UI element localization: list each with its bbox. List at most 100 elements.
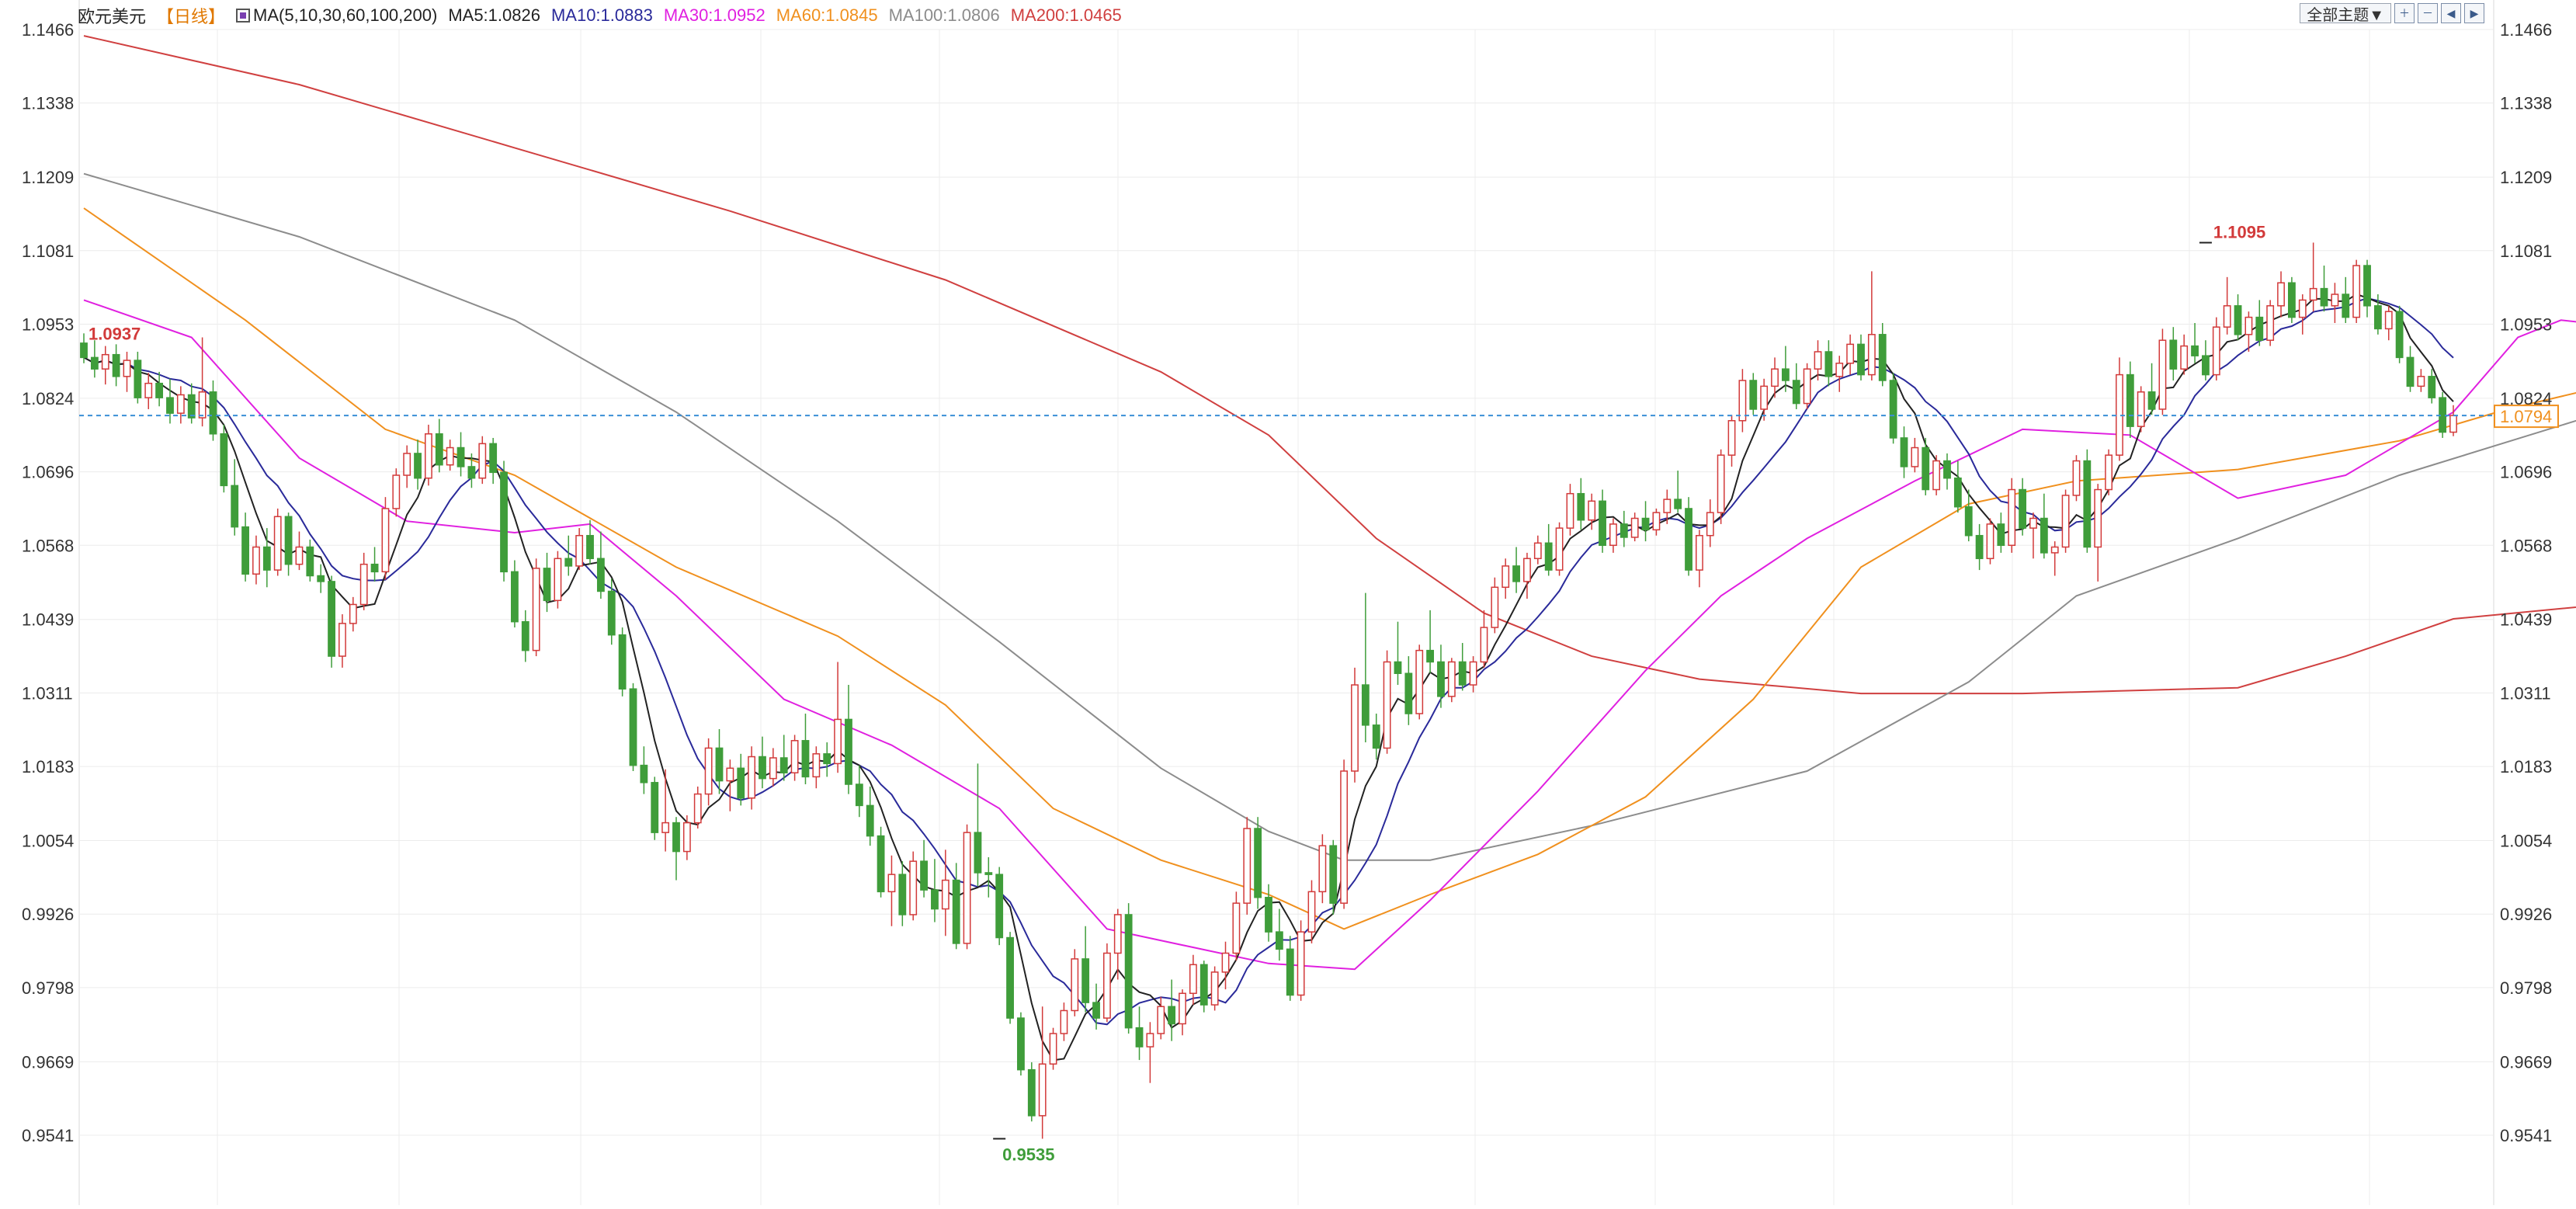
candle[interactable] (1135, 1006, 1144, 1061)
candle[interactable] (166, 378, 174, 424)
ma-settings-icon[interactable] (236, 9, 251, 23)
candle[interactable] (187, 383, 196, 424)
candle[interactable] (1685, 497, 1692, 576)
candle[interactable] (2202, 340, 2210, 380)
candle[interactable] (629, 683, 637, 772)
candle[interactable] (90, 340, 99, 378)
candle[interactable] (284, 512, 293, 576)
candle[interactable] (1415, 644, 1424, 720)
candle[interactable] (1900, 426, 1908, 478)
candle[interactable] (704, 738, 713, 806)
candle[interactable] (596, 531, 605, 599)
candle[interactable] (2212, 317, 2220, 380)
candle[interactable] (489, 437, 498, 485)
candle[interactable] (1706, 499, 1714, 547)
candle[interactable] (2029, 512, 2037, 559)
candle[interactable] (672, 817, 680, 881)
candle[interactable] (575, 528, 584, 571)
candle[interactable] (1286, 936, 1294, 1001)
candle[interactable] (134, 351, 142, 404)
candle[interactable] (1588, 493, 1596, 530)
candle[interactable] (123, 351, 131, 392)
candle[interactable] (80, 333, 88, 363)
candle[interactable] (715, 729, 724, 794)
candle[interactable] (1857, 334, 1865, 380)
candle[interactable] (1695, 530, 1703, 588)
candle[interactable] (1297, 920, 1305, 1001)
candle[interactable] (359, 552, 368, 610)
candle[interactable] (144, 373, 153, 409)
candle[interactable] (1307, 880, 1316, 943)
candle[interactable] (532, 558, 540, 657)
candle[interactable] (1738, 369, 1747, 433)
candle[interactable] (1168, 979, 1176, 1041)
candle[interactable] (1867, 271, 1876, 380)
candle[interactable] (155, 371, 164, 407)
candle[interactable] (769, 748, 777, 787)
candle[interactable] (2180, 334, 2189, 375)
candle[interactable] (1254, 817, 1262, 909)
candle[interactable] (1814, 340, 1822, 380)
candle[interactable] (984, 856, 993, 898)
candle[interactable] (1792, 363, 1800, 409)
candle[interactable] (1243, 817, 1252, 915)
candle[interactable] (2019, 478, 2027, 536)
candle[interactable] (1124, 903, 1133, 1034)
candle[interactable] (1210, 966, 1219, 1011)
candle[interactable] (931, 859, 939, 922)
candle[interactable] (338, 614, 346, 668)
candle[interactable] (1361, 592, 1370, 743)
candle[interactable] (1006, 932, 1014, 1024)
candle[interactable] (2137, 386, 2145, 433)
candle[interactable] (1071, 949, 1079, 1016)
candle[interactable] (1771, 357, 1779, 398)
candle[interactable] (682, 815, 691, 860)
candle[interactable] (176, 386, 185, 424)
candle[interactable] (1652, 508, 1661, 536)
candle[interactable] (2406, 346, 2415, 392)
candle[interactable] (262, 528, 271, 588)
candle[interactable] (834, 662, 842, 773)
candle[interactable] (1953, 460, 1962, 513)
candle[interactable] (1911, 437, 1919, 473)
candle[interactable] (1824, 340, 1833, 387)
candle[interactable] (640, 746, 648, 794)
candle[interactable] (2050, 541, 2059, 576)
candle[interactable] (1404, 656, 1413, 725)
candle[interactable] (941, 849, 950, 936)
candle[interactable] (564, 535, 573, 576)
candle[interactable] (1555, 522, 1564, 576)
candle[interactable] (1599, 489, 1606, 553)
candle[interactable] (1027, 1062, 1036, 1122)
candle[interactable] (2244, 311, 2253, 352)
candle[interactable] (737, 753, 745, 806)
candle[interactable] (2008, 478, 2016, 553)
next-icon[interactable]: ▶ (2464, 3, 2484, 23)
candle[interactable] (1437, 644, 1445, 708)
candle[interactable] (866, 786, 874, 846)
candle[interactable] (1157, 996, 1165, 1040)
candle[interactable] (1997, 512, 2005, 553)
candle[interactable] (2287, 276, 2296, 324)
zoom-out-icon[interactable]: － (2418, 3, 2438, 23)
candle[interactable] (2266, 300, 2275, 346)
candle[interactable] (920, 839, 928, 898)
candle[interactable] (995, 867, 1004, 946)
candle[interactable] (381, 497, 390, 580)
candle[interactable] (500, 460, 508, 582)
candle[interactable] (209, 380, 217, 441)
candle[interactable] (855, 765, 863, 818)
candle[interactable] (295, 531, 304, 571)
candle[interactable] (1620, 510, 1628, 547)
candle[interactable] (2158, 328, 2167, 415)
candle[interactable] (2072, 455, 2081, 502)
candle[interactable] (220, 424, 228, 493)
candle[interactable] (1878, 323, 1887, 387)
candle[interactable] (1179, 989, 1186, 1036)
candle[interactable] (1986, 518, 1994, 565)
candle[interactable] (651, 776, 659, 840)
zoom-in-icon[interactable]: ＋ (2394, 3, 2415, 23)
candle[interactable] (1017, 1012, 1025, 1076)
candle[interactable] (693, 786, 702, 829)
candle[interactable] (2040, 493, 2048, 559)
